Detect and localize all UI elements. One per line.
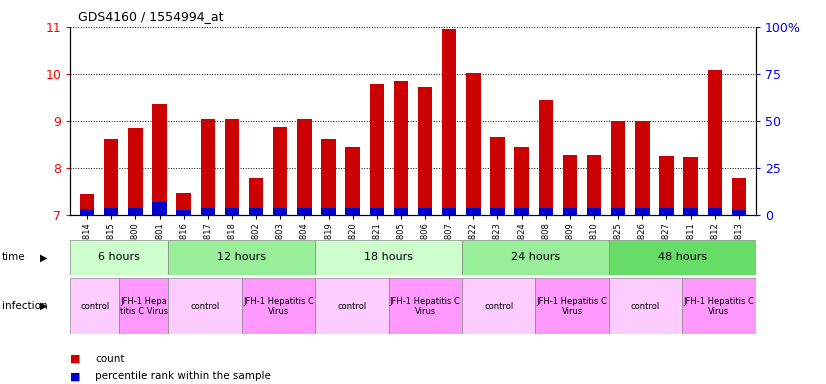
Bar [70,278,119,334]
Bar [609,278,682,334]
Text: control: control [631,302,660,311]
Bar [635,121,649,215]
Bar [418,209,432,215]
Bar [80,209,94,215]
Bar [241,278,315,334]
Bar [708,70,722,215]
Bar [539,209,553,215]
Text: JFH-1 Hepa
titis C Virus: JFH-1 Hepa titis C Virus [120,296,168,316]
Bar [169,240,315,275]
Bar [225,209,240,215]
Bar [462,278,535,334]
Bar [169,278,242,334]
Bar [466,73,481,215]
Bar [683,209,698,215]
Bar [539,100,553,215]
Text: 48 hours: 48 hours [657,252,707,262]
Bar [249,178,263,215]
Text: GDS4160 / 1554994_at: GDS4160 / 1554994_at [78,10,224,23]
Bar [369,209,384,215]
Bar [345,209,360,215]
Bar [152,202,167,215]
Bar [177,193,191,215]
Bar [70,240,169,275]
Bar [104,209,118,215]
Bar [369,84,384,215]
Text: ▶: ▶ [40,301,47,311]
Text: percentile rank within the sample: percentile rank within the sample [95,371,271,381]
Bar [80,194,94,215]
Bar [611,121,625,215]
Text: control: control [80,302,109,311]
Text: JFH-1 Hepatitis C
Virus: JFH-1 Hepatitis C Virus [537,296,608,316]
Bar [635,209,649,215]
Bar [315,278,388,334]
Text: control: control [190,302,220,311]
Bar [682,278,756,334]
Bar [394,209,408,215]
Text: control: control [484,302,513,311]
Bar [418,87,432,215]
Text: ■: ■ [70,354,81,364]
Bar [732,210,746,215]
Text: 6 hours: 6 hours [98,252,140,262]
Text: ▶: ▶ [40,252,47,262]
Bar [177,210,191,215]
Bar [201,119,215,215]
Text: ■: ■ [70,371,81,381]
Bar [491,209,505,215]
Bar [297,119,311,215]
Text: JFH-1 Hepatitis C
Virus: JFH-1 Hepatitis C Virus [243,296,314,316]
Bar [225,119,240,215]
Bar [442,29,457,215]
Bar [442,209,457,215]
Bar [128,128,143,215]
Bar [297,209,311,215]
Bar [388,278,462,334]
Bar [708,209,722,215]
Text: 18 hours: 18 hours [364,252,413,262]
Text: infection: infection [2,301,47,311]
Bar [466,209,481,215]
Bar [128,209,143,215]
Bar [563,155,577,215]
Bar [119,278,169,334]
Bar [315,240,462,275]
Text: 24 hours: 24 hours [510,252,560,262]
Bar [462,240,609,275]
Bar [249,209,263,215]
Bar [394,81,408,215]
Bar [491,137,505,215]
Bar [683,157,698,215]
Text: JFH-1 Hepatitis C
Virus: JFH-1 Hepatitis C Virus [684,296,754,316]
Bar [732,178,746,215]
Bar [586,209,601,215]
Bar [515,147,529,215]
Bar [345,147,360,215]
Text: 12 hours: 12 hours [217,252,266,262]
Text: time: time [2,252,26,262]
Bar [535,278,609,334]
Bar [273,127,287,215]
Bar [586,155,601,215]
Bar [609,240,756,275]
Bar [515,209,529,215]
Bar [611,209,625,215]
Bar [152,104,167,215]
Text: control: control [337,302,367,311]
Bar [659,156,674,215]
Bar [321,139,335,215]
Text: count: count [95,354,125,364]
Bar [659,209,674,215]
Bar [201,209,215,215]
Bar [563,209,577,215]
Bar [321,209,335,215]
Bar [104,139,118,215]
Text: JFH-1 Hepatitis C
Virus: JFH-1 Hepatitis C Virus [390,296,461,316]
Bar [273,209,287,215]
